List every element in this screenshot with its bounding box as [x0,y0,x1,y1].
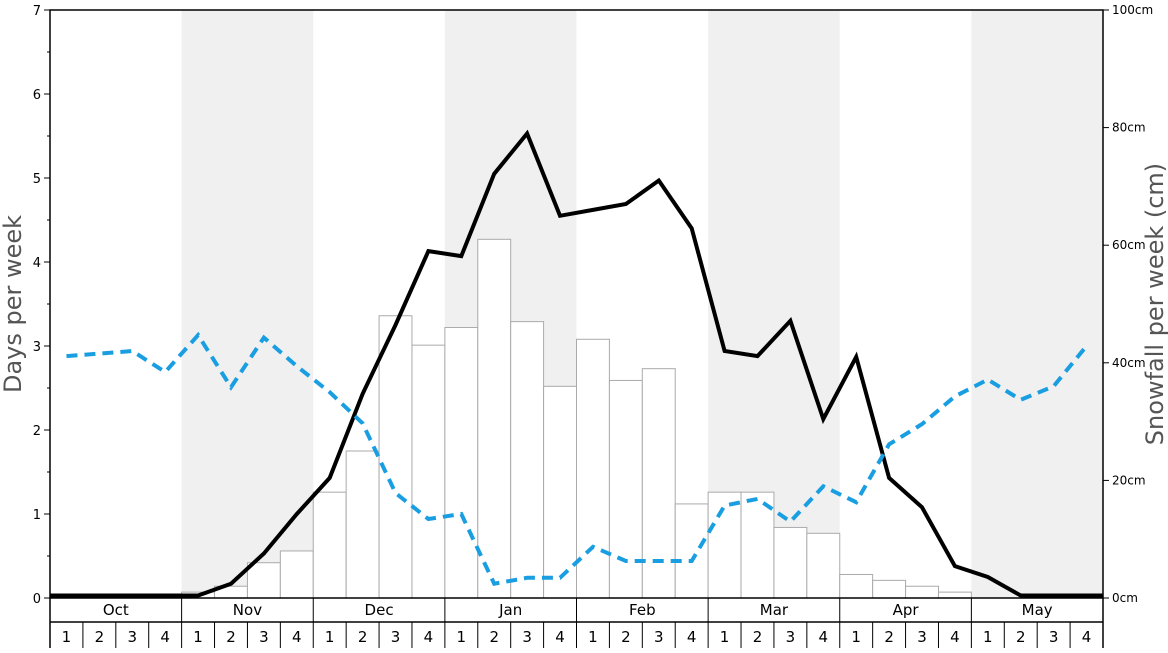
month-label-may: May [1022,601,1053,619]
left-tick-label: 0 [33,592,41,607]
week-label: 3 [522,628,532,646]
axes: 0 1 2 3 4 5 6 7 0cm 20cm 40cm 60cm 80cm 100cm Oct 1 2 3 4 N… [33,3,1153,648]
snowfall-bar-week-14 [477,238,512,599]
month-shade-nov [181,10,314,598]
dashed-line-series [66,331,1089,586]
week-label: 4 [687,628,697,646]
week-label: 4 [819,628,829,646]
week-label: 4 [424,628,434,646]
week-label: 2 [621,628,631,646]
week-label: 1 [457,628,467,646]
week-label: 1 [851,628,861,646]
snowfall-bar-week-24 [806,532,841,599]
week-label: 4 [292,628,302,646]
week-label: 1 [720,628,730,646]
week-label: 4 [555,628,565,646]
snowfall-bar-week-19 [641,368,676,599]
lines [50,129,1103,598]
month-shade-may [971,10,1103,598]
snowfall-bar-week-23 [773,526,808,599]
week-label: 4 [1082,628,1092,646]
snowfall-bars [181,238,972,599]
week-label: 3 [654,628,664,646]
week-label: 2 [95,628,105,646]
left-axis-title: Days per week [0,215,27,393]
week-label: 2 [884,628,894,646]
week-label: 2 [1016,628,1026,646]
week-label: 3 [1049,628,1059,646]
left-tick-label: 5 [33,172,41,187]
right-tick-label: 40cm [1112,356,1146,370]
week-label: 1 [588,628,598,646]
snowfall-bar-week-7 [246,562,281,599]
week-label: 3 [391,628,401,646]
week-label: 1 [325,628,335,646]
week-label: 4 [950,628,960,646]
solid-line-series [50,129,1103,598]
left-tick-label: 3 [33,340,41,355]
month-label-mar: Mar [760,601,789,619]
snowfall-bar-week-25 [839,573,874,599]
snowfall-bar-week-12 [411,344,446,599]
week-label: 4 [160,628,170,646]
snowfall-bar-week-9 [312,491,347,599]
month-label-dec: Dec [365,601,394,619]
snowfall-bar-week-28 [937,591,972,599]
month-label-feb: Feb [629,601,656,619]
week-label: 2 [358,628,368,646]
snowfall-bar-week-18 [608,379,643,599]
week-label: 3 [786,628,796,646]
snowfall-bar-week-26 [872,579,907,599]
week-label: 3 [917,628,927,646]
week-label: 3 [127,628,137,646]
week-label: 2 [753,628,763,646]
left-tick-label: 2 [33,424,41,439]
week-label: 3 [259,628,269,646]
snowfall-bar-week-22 [740,491,775,599]
week-label: 1 [193,628,203,646]
right-tick-label: 60cm [1112,238,1146,252]
snowfall-bar-week-10 [345,450,380,599]
week-label: 1 [983,628,993,646]
month-label-oct: Oct [103,601,129,619]
snowfall-bar-week-11 [378,315,413,599]
snowfall-bar-week-21 [707,491,742,599]
snowfall-bar-week-13 [444,327,479,599]
snowfall-bar-week-27 [905,585,939,599]
right-tick-label: 80cm [1112,121,1146,135]
month-label-nov: Nov [233,601,262,619]
left-tick-label: 4 [33,256,41,271]
week-label: 2 [226,628,236,646]
right-tick-label: 100cm [1112,3,1153,17]
month-label-jan: Jan [498,601,522,619]
right-axis-title: Snowfall per week (cm) [1141,163,1168,445]
left-tick-label: 1 [33,508,41,523]
left-tick-label: 6 [33,88,41,103]
snowfall-bar-week-17 [576,338,610,599]
snowfall-bar-week-15 [510,321,545,599]
right-tick-label: 20cm [1112,473,1146,487]
snowfall-bar-week-8 [279,550,314,599]
left-tick-label: 7 [33,4,41,19]
snowfall-bar-week-20 [674,503,709,599]
right-tick-label: 0cm [1112,591,1138,605]
month-label-apr: Apr [893,601,920,619]
week-label: 2 [489,628,499,646]
snowfall-bar-week-16 [543,385,577,599]
week-label: 1 [62,628,72,646]
